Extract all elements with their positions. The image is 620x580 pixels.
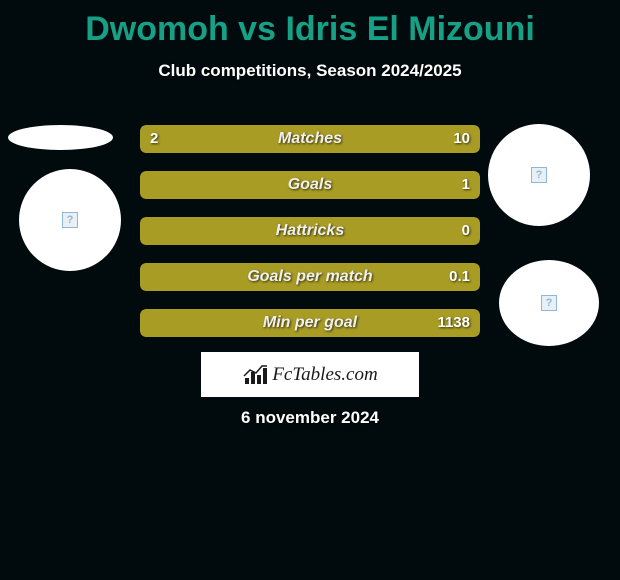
placeholder-icon: ? [531,167,547,183]
subtitle: Club competitions, Season 2024/2025 [0,61,620,81]
logo-bars-icon [242,364,268,386]
stat-bar-row: 0Hattricks [140,217,480,245]
player-left-avatar: ? [19,169,121,271]
left-shadow-ellipse [8,125,113,150]
bar-label: Min per goal [140,309,480,337]
logo-text: FcTables.com [272,364,377,386]
bar-label: Matches [140,125,480,153]
page-title: Dwomoh vs Idris El Mizouni [0,0,620,49]
stat-bar-row: 210Matches [140,125,480,153]
logo-box: FcTables.com [201,352,419,397]
placeholder-icon: ? [62,212,78,228]
comparison-bars: 210Matches 1Goals 0Hattricks 0.1Goals per m… [140,125,480,355]
stat-bar-row: 0.1Goals per match [140,263,480,291]
bar-label: Hattricks [140,217,480,245]
stat-bar-row: 1138Min per goal [140,309,480,337]
placeholder-icon: ? [541,295,557,311]
player-right-avatar-2: ? [499,260,599,346]
bar-label: Goals per match [140,263,480,291]
bar-label: Goals [140,171,480,199]
player-right-avatar-1: ? [488,124,590,226]
date-line: 6 november 2024 [0,408,620,428]
stat-bar-row: 1Goals [140,171,480,199]
